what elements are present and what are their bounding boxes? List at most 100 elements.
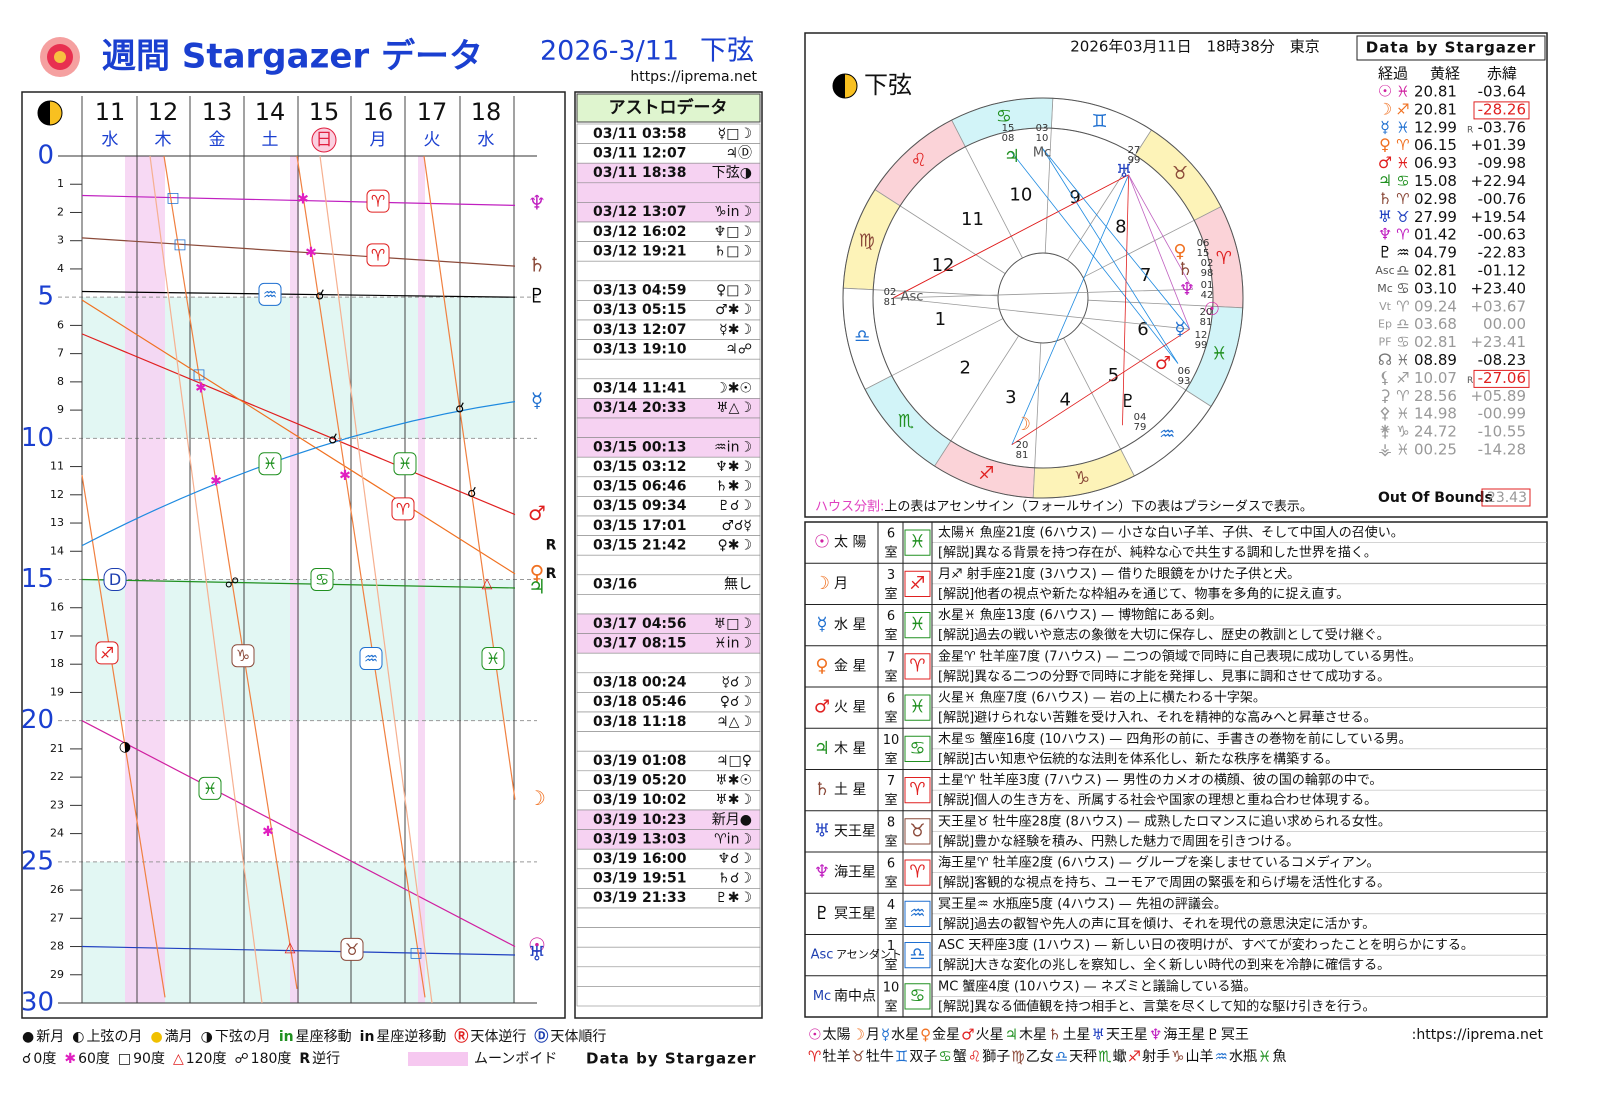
legend-glyph: ☽	[851, 1026, 864, 1044]
astro-aspect: ☿□☽	[718, 126, 752, 142]
weekday: 日	[316, 130, 333, 150]
planet-dec: -22.83	[1478, 244, 1526, 262]
marker: □	[409, 945, 422, 961]
wheel-min: 99	[1128, 155, 1141, 166]
legend-text: 木星	[1019, 1027, 1047, 1043]
moon-icon	[37, 100, 63, 126]
astro-row	[576, 966, 761, 987]
astro-time: 03/11 18:38	[593, 165, 687, 181]
legend-text: 乙女	[1026, 1049, 1054, 1065]
reading-glyph: ♅	[814, 820, 830, 841]
planet-lon: 08.89	[1414, 351, 1457, 369]
planet-lon: 03.10	[1414, 279, 1457, 297]
y-tick-label: 1	[57, 177, 64, 190]
wheel-glyph: Mc	[1033, 146, 1051, 161]
oob-label: Out Of Bounds	[1378, 490, 1493, 506]
reading-sign: ♓	[909, 697, 925, 718]
planet-glyph: ⚴	[1379, 404, 1391, 423]
day-number: 11	[95, 98, 126, 126]
marker-box	[198, 776, 222, 800]
legend-glyph: ♊	[895, 1048, 908, 1066]
astro-aspect: 新月●	[712, 812, 752, 828]
reading-text: 海王星♈ 牡羊座2度 (6ハウス) — グループを楽しませているコメディアン。	[938, 855, 1380, 871]
planet-glyph: ♃	[528, 574, 546, 598]
planet-sign: ♎	[1396, 315, 1409, 333]
reading-name: 冥王星	[834, 906, 876, 922]
astro-aspect: ☿✱☽	[719, 322, 752, 338]
reading-room: 室	[884, 793, 897, 808]
legend-icon: Ⓓ	[534, 1028, 548, 1045]
wheel-deg: 02	[1201, 258, 1214, 269]
legend-icon: ●	[150, 1029, 162, 1045]
legend-icon: ☌	[22, 1051, 31, 1067]
astro-time: 03/19 10:02	[593, 792, 687, 808]
transit-line	[81, 333, 516, 516]
weekday: 火	[424, 130, 441, 150]
y-tick-label: 14	[50, 544, 64, 557]
planet-glyph: ♆	[528, 190, 546, 214]
legend-text: 天体順行	[550, 1029, 606, 1045]
astro-time: 03/11 03:58	[593, 126, 687, 142]
sign-glyph: ♓	[1211, 344, 1227, 365]
legend-icon: △	[173, 1051, 184, 1067]
house-cusp	[873, 289, 999, 297]
astro-aspect: ♆✱☽	[715, 459, 752, 475]
legend-text: 火星	[976, 1027, 1004, 1043]
astro-row	[576, 731, 761, 752]
legend-text: 太陽	[822, 1027, 850, 1043]
header-url: https://iprema.net	[630, 69, 757, 85]
house-cusp	[1080, 322, 1187, 391]
planet-lon: 02.81	[1414, 333, 1457, 351]
wheel-ring	[842, 97, 1244, 499]
astro-time: 03/15 21:42	[593, 537, 687, 553]
marker-box	[231, 644, 255, 668]
astro-aspect: ♈in☽	[714, 831, 752, 847]
sign-glyph: ♐	[978, 463, 994, 484]
column-header: 経過	[1378, 65, 1408, 83]
wheel-glyph: ♀	[1173, 241, 1186, 262]
y-tick-label: 24	[50, 827, 64, 840]
house-number: 3	[1005, 387, 1016, 408]
transit-line	[81, 237, 516, 267]
aspect-line	[1011, 328, 1190, 446]
astro-time: 03/12 19:21	[593, 243, 687, 259]
reading-text: 金星♈ 牡羊座7度 (7ハウス) — 二つの領域で同時に自己表現に成功している男…	[938, 648, 1421, 664]
reading-text: 月♐ 射手座21度 (3ハウス) — 借りた眼鏡をかけた子供と犬。	[938, 566, 1300, 582]
astro-time: 03/12 16:02	[593, 224, 687, 240]
planet-glyph: ☿	[531, 388, 543, 412]
planet-sign: ♓	[1396, 441, 1409, 459]
planet-sign: ♓	[1396, 83, 1409, 101]
moon-void	[290, 156, 299, 1003]
y-tick-label: 4	[57, 262, 64, 275]
planet-sign: ♈	[1396, 387, 1409, 405]
legend-glyph: ☉	[808, 1026, 821, 1044]
reading-text: MC 蟹座4度 (10ハウス) — ネズミと議論している猫。	[938, 978, 1256, 994]
marker: ☍	[225, 575, 239, 591]
reading-sign-box	[904, 818, 931, 845]
weekday: 水	[102, 130, 119, 150]
planet-glyph: ♅	[1378, 207, 1392, 226]
house-label: ハウス分割:	[815, 500, 884, 515]
wheel-glyph: ☿	[1174, 319, 1185, 340]
logo	[40, 37, 80, 77]
planet-dec: -03.64	[1478, 83, 1526, 101]
planet-lon: 20.81	[1414, 100, 1457, 118]
day-number: 18	[471, 98, 502, 126]
transit-line	[81, 290, 516, 298]
house-cusp	[1034, 342, 1042, 468]
reading-house: 10	[883, 733, 900, 748]
legend-icon: in	[360, 1029, 375, 1045]
planet-glyph: ♇	[1378, 243, 1392, 262]
astro-time: 03/15 03:12	[593, 459, 687, 475]
reading-sign-box	[904, 900, 931, 927]
astro-row	[576, 554, 761, 576]
astro-row	[576, 986, 761, 1007]
natal-frame	[804, 32, 1548, 518]
reading-house: 6	[887, 527, 895, 542]
y-tick-label: 7	[57, 347, 64, 360]
astro-aspect: 無し	[724, 577, 752, 593]
astro-frame	[574, 91, 763, 1019]
reading-note: [解説]古い知恵や伝統的な法則を体系化し、新たな秩序を構築する。	[938, 751, 1338, 767]
